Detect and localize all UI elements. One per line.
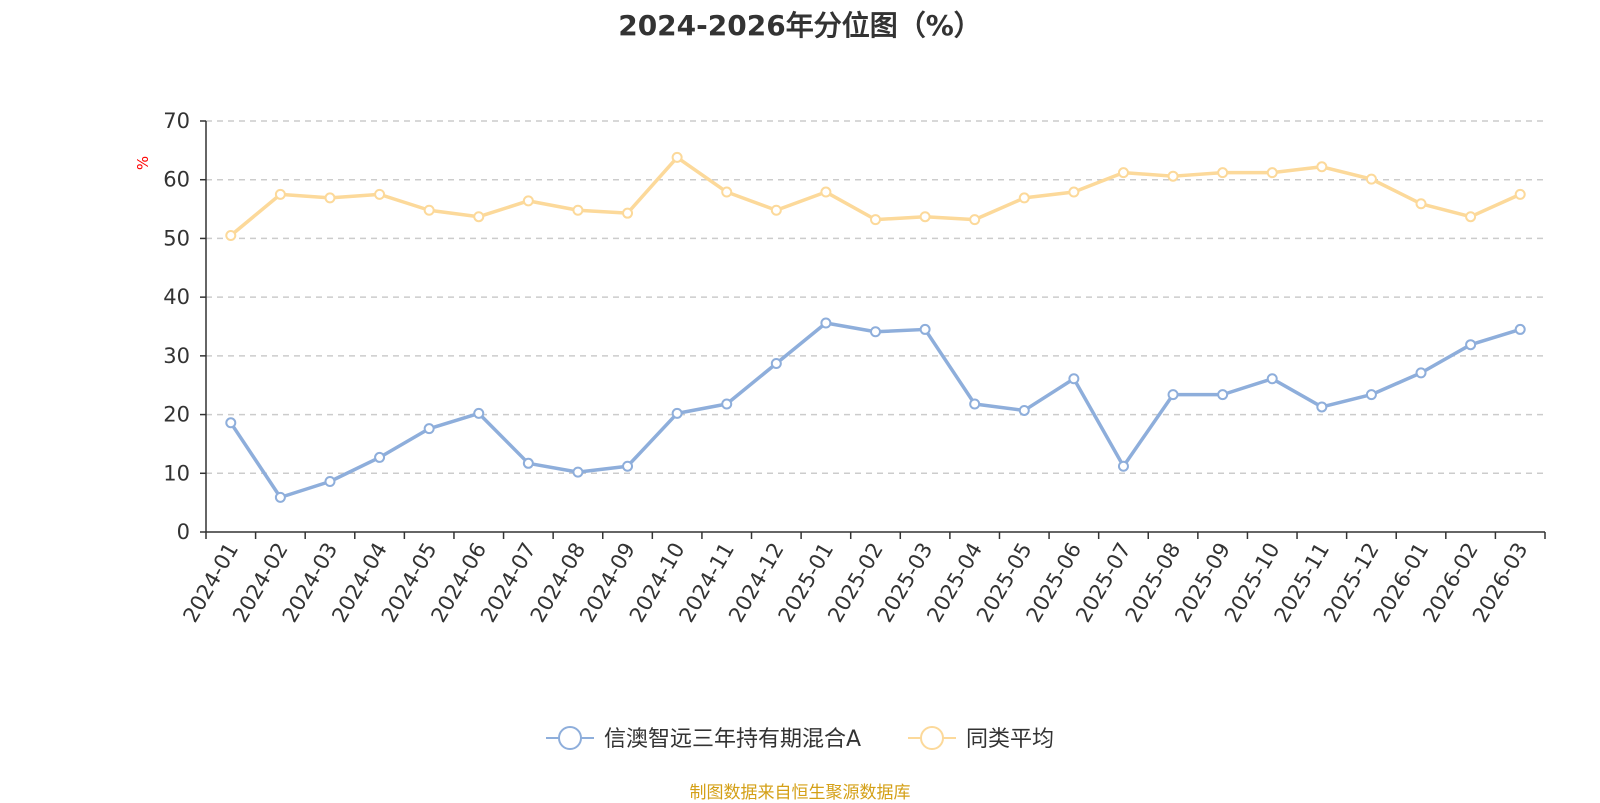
data-point xyxy=(1018,404,1030,416)
data-point xyxy=(820,186,832,198)
data-point xyxy=(820,317,832,329)
chart-title: 2024-2026年分位图（%） xyxy=(618,9,982,42)
y-tick-label: 70 xyxy=(163,109,190,133)
data-point xyxy=(324,476,336,488)
data-point xyxy=(969,398,981,410)
y-tick-label: 40 xyxy=(163,285,190,309)
data-point xyxy=(770,357,782,369)
data-point xyxy=(1316,401,1328,413)
data-point xyxy=(1266,167,1278,179)
data-point xyxy=(522,195,534,207)
data-point xyxy=(274,491,286,503)
data-point xyxy=(1018,192,1030,204)
data-point xyxy=(919,211,931,223)
data-point xyxy=(473,407,485,419)
y-unit-label: % xyxy=(134,156,152,170)
y-tick-label: 60 xyxy=(163,168,190,192)
data-point xyxy=(225,229,237,241)
data-point xyxy=(1365,389,1377,401)
data-point xyxy=(1266,373,1278,385)
y-tick-label: 10 xyxy=(163,461,190,485)
data-point xyxy=(721,398,733,410)
data-point xyxy=(1068,373,1080,385)
data-point xyxy=(919,323,931,335)
data-point xyxy=(721,186,733,198)
legend-label: 同类平均 xyxy=(966,727,1054,752)
data-point xyxy=(1316,161,1328,173)
data-point xyxy=(374,451,386,463)
data-point xyxy=(225,417,237,429)
data-point xyxy=(1465,211,1477,223)
y-tick-label: 30 xyxy=(163,344,190,368)
data-point xyxy=(1415,367,1427,379)
series-line xyxy=(229,321,1521,500)
source-note: 制图数据来自恒生聚源数据库 xyxy=(689,783,911,803)
data-point xyxy=(324,192,336,204)
tick-labels: 010203040506070%2024-012024-022024-03202… xyxy=(134,109,1533,626)
data-point xyxy=(1365,173,1377,185)
data-point xyxy=(1514,188,1526,200)
data-point xyxy=(572,466,584,478)
grid-lines xyxy=(206,120,1545,475)
data-point xyxy=(1167,389,1179,401)
y-tick-label: 20 xyxy=(163,403,190,427)
data-point xyxy=(423,204,435,216)
data-point xyxy=(622,460,634,472)
data-point xyxy=(572,204,584,216)
data-point xyxy=(374,188,386,200)
data-point xyxy=(423,423,435,435)
legend-swatch-marker xyxy=(920,726,944,750)
data-point xyxy=(1068,186,1080,198)
data-point xyxy=(870,214,881,226)
data-point xyxy=(1217,167,1229,179)
data-point xyxy=(473,211,485,223)
data-point xyxy=(770,204,782,216)
legend-swatch-marker xyxy=(558,726,582,750)
data-point xyxy=(1415,198,1427,210)
data-point xyxy=(671,407,683,419)
series-lines xyxy=(225,151,1526,503)
legend: 信澳智远三年持有期混合A 同类平均 xyxy=(546,726,1054,752)
data-point xyxy=(1117,167,1129,179)
data-point xyxy=(1514,323,1526,335)
y-tick-label: 0 xyxy=(177,520,190,544)
y-tick-label: 50 xyxy=(163,226,190,250)
data-point xyxy=(274,188,286,200)
data-point xyxy=(870,326,881,338)
data-point xyxy=(1167,170,1179,182)
legend-label: 信澳智远三年持有期混合A xyxy=(604,727,861,752)
axes xyxy=(200,120,1546,539)
data-point xyxy=(1217,389,1229,401)
data-point xyxy=(1117,460,1129,472)
data-point xyxy=(622,207,634,219)
data-point xyxy=(522,457,534,469)
data-point xyxy=(969,214,981,226)
data-point xyxy=(671,151,683,163)
data-point xyxy=(1465,339,1477,351)
